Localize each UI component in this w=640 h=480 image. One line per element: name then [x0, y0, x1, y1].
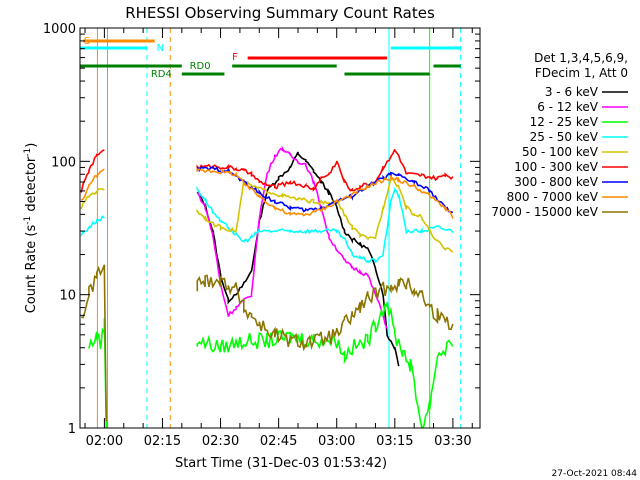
legend-header-line-1: Det 1,3,4,5,6,9, [534, 51, 628, 65]
y-tick-label: 1 [68, 422, 76, 437]
x-tick-label: 02:45 [260, 434, 297, 449]
legend-label: 25 - 50 keV [530, 130, 599, 144]
legend-label: 6 - 12 keV [537, 100, 599, 114]
flag-annotation-f: F [232, 52, 238, 63]
x-axis-label: Start Time (31-Dec-03 01:53:42) [175, 456, 387, 471]
legend-label: 300 - 800 keV [514, 175, 598, 189]
legend-header-line-2: FDecim 1, Att 0 [535, 66, 628, 80]
flag-annotation-rd0: RD0 [190, 61, 211, 72]
x-tick-label: 02:15 [144, 434, 181, 449]
footer-timestamp: 27-Oct-2021 08:44 [552, 469, 638, 479]
legend-label: 800 - 7000 keV [507, 190, 599, 204]
series-line [196, 145, 388, 329]
flag-annotation-s: S [84, 36, 90, 47]
x-tick-label: 03:30 [434, 434, 471, 449]
legend: Det 1,3,4,5,6,9, FDecim 1, Att 0 3 - 6 k… [491, 51, 628, 219]
plot-area: S N RD0 RD4 F 1 10 100 1000 02:00 02:15 02:30 02:45 0… [43, 22, 481, 449]
y-axis-label: Count Rate (s-1 detector-1) [23, 143, 39, 314]
series-line [196, 151, 400, 367]
legend-label: 12 - 25 keV [530, 115, 599, 129]
y-tick-label: 100 [51, 155, 76, 170]
series-line [80, 168, 454, 219]
series-line [80, 185, 454, 264]
series-line [80, 148, 454, 193]
flag-annotation-rd4: RD4 [151, 69, 172, 80]
legend-label: 50 - 100 keV [522, 145, 599, 159]
x-tick-label: 02:30 [202, 434, 239, 449]
data-layer: S N RD0 RD4 F [80, 28, 462, 428]
chart-title: RHESSI Observing Summary Count Rates [125, 4, 435, 22]
series-line [80, 178, 454, 253]
plot-frame [79, 27, 481, 429]
y-tick-label: 1000 [43, 22, 76, 37]
legend-label: 3 - 6 keV [545, 85, 599, 99]
y-tick-label: 10 [59, 289, 76, 304]
flag-annotation-n: N [157, 43, 164, 54]
legend-label: 7000 - 15000 keV [491, 205, 598, 219]
x-tick-label: 03:15 [376, 434, 413, 449]
series-line [80, 264, 454, 422]
x-tick-label: 02:00 [86, 434, 123, 449]
legend-label: 100 - 300 keV [514, 160, 598, 174]
x-tick-label: 03:00 [318, 434, 355, 449]
